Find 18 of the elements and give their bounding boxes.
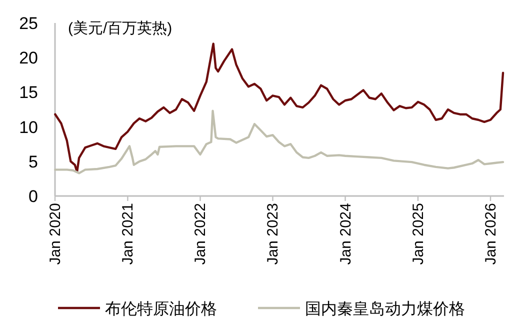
x-tick-label: Jan 2024 <box>337 203 354 265</box>
y-tick-label: 0 <box>28 187 38 206</box>
x-tick-label: Jan 2022 <box>192 203 210 265</box>
x-tick-label: Jan 2026 <box>482 203 500 265</box>
x-tick-label: Jan 2025 <box>410 203 427 265</box>
y-tick-label: 5 <box>28 152 38 172</box>
legend-label: 国内秦皇岛动力煤价格 <box>305 300 465 318</box>
legend-label: 布伦特原油价格 <box>105 300 217 318</box>
y-tick-label: 25 <box>19 14 38 33</box>
y-tick-label: 10 <box>19 118 38 137</box>
y-tick-label: 15 <box>19 83 38 102</box>
x-tick-label: Jan 2020 <box>47 203 64 265</box>
line-series <box>54 42 504 173</box>
y-tick-label: 20 <box>19 48 38 68</box>
line-series <box>54 110 504 174</box>
x-tick-label: Jan 2023 <box>264 203 282 265</box>
x-tick-label: Jan 2021 <box>120 203 137 265</box>
y-axis-title: (美元/百万英热) <box>68 20 172 37</box>
